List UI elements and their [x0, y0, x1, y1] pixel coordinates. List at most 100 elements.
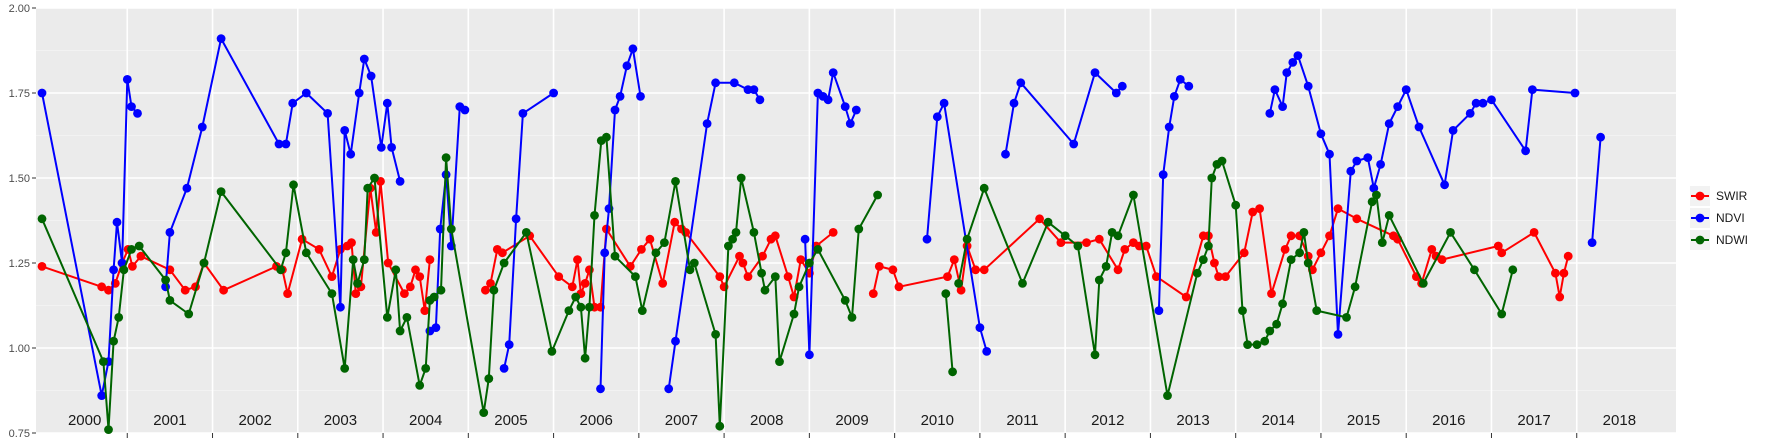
data-point-swir	[670, 217, 680, 227]
year-label: 2006	[580, 412, 613, 429]
data-point-ndvi	[702, 119, 712, 128]
y-axis: 0.75 1.00 1.25 1.50 1.75 2.00	[9, 3, 1578, 440]
year-label: 2002	[238, 412, 271, 429]
data-point-ndvi	[1570, 88, 1580, 98]
data-point-ndvi	[97, 391, 107, 400]
data-point-ndvi	[805, 350, 814, 360]
data-point-ndvi	[1528, 85, 1537, 94]
data-point-ndvi	[1270, 85, 1280, 94]
data-point-ndvi	[504, 340, 514, 349]
data-point-ndwi	[340, 364, 350, 373]
data-point-ndvi	[1303, 81, 1313, 91]
data-point-ndwi	[941, 289, 951, 298]
year-label: 2005	[494, 412, 527, 429]
data-point-ndwi	[199, 258, 209, 268]
data-point-ndvi	[354, 88, 364, 98]
data-point-swir	[97, 282, 107, 292]
data-point-ndwi	[728, 234, 737, 244]
data-point-swir	[1120, 245, 1130, 254]
data-point-ndvi	[596, 384, 605, 394]
data-point-ndwi	[689, 258, 699, 268]
data-point-ndvi	[1471, 98, 1481, 108]
data-point-ndwi	[1312, 306, 1322, 315]
data-point-ndvi	[117, 258, 127, 268]
data-point-swir	[498, 248, 507, 258]
data-point-ndwi	[711, 330, 720, 339]
data-point-ndwi	[979, 183, 989, 193]
data-point-swir	[425, 255, 435, 264]
data-point-swir	[874, 262, 884, 271]
data-point-swir	[1493, 241, 1503, 251]
data-point-ndvi	[1521, 146, 1530, 156]
data-point-ndwi	[1060, 231, 1070, 241]
data-point-swir	[314, 245, 324, 254]
data-point-swir	[1280, 245, 1290, 254]
data-point-swir	[868, 289, 878, 298]
data-point-ndwi	[1260, 336, 1270, 346]
data-point-ndwi	[1299, 228, 1309, 237]
data-point-swir	[136, 251, 146, 261]
data-point-swir	[956, 285, 966, 295]
data-point-ndvi	[122, 75, 132, 84]
data-point-swir	[554, 272, 564, 281]
data-point-ndwi	[359, 255, 369, 264]
data-point-swir	[796, 255, 806, 264]
data-point-ndvi	[323, 109, 332, 118]
data-point-ndwi	[184, 309, 194, 319]
data-point-ndwi	[441, 153, 451, 163]
data-point-ndwi	[109, 336, 118, 346]
data-point-ndwi	[794, 282, 804, 292]
year-label: 2004	[409, 412, 442, 429]
data-point-ndwi	[484, 374, 494, 383]
data-point-swir	[1094, 234, 1104, 244]
data-point-ndwi	[576, 302, 586, 312]
data-point-ndwi	[1090, 350, 1100, 360]
data-point-ndvi	[1478, 98, 1488, 108]
data-point-ndvi	[711, 78, 720, 88]
data-point-ndvi	[133, 109, 142, 118]
data-point-ndvi	[112, 217, 122, 227]
data-point-ndvi	[600, 248, 610, 258]
data-point-swir	[219, 285, 229, 295]
data-point-ndwi	[580, 353, 590, 363]
data-point-ndvi	[1278, 102, 1287, 111]
data-point-ndwi	[775, 357, 784, 366]
data-point-ndvi	[845, 119, 855, 128]
data-point-ndvi	[636, 92, 645, 101]
data-point-swir	[1427, 245, 1437, 254]
series-ndwi	[37, 132, 1518, 434]
data-point-ndvi	[1158, 170, 1168, 180]
year-label: 2007	[665, 412, 698, 429]
data-point-ndwi	[1129, 190, 1138, 200]
data-point-ndvi	[127, 102, 136, 111]
data-point-swir	[1141, 241, 1151, 251]
data-point-swir	[1333, 204, 1343, 214]
data-point-ndwi	[1073, 241, 1083, 251]
data-point-swir	[770, 231, 780, 241]
data-point-ndwi	[415, 381, 425, 390]
series-line-ndwi	[41, 136, 879, 431]
data-point-ndvi	[1376, 160, 1385, 169]
data-point-ndvi	[359, 54, 369, 64]
data-point-ndwi	[637, 306, 647, 315]
data-point-ndvi	[1016, 78, 1026, 88]
data-point-ndwi	[547, 347, 557, 356]
legend-key-point-ndvi	[1695, 213, 1705, 223]
data-point-ndvi	[395, 177, 405, 186]
year-label: 2014	[1262, 412, 1295, 429]
y-tick-label: 1.00	[9, 343, 30, 355]
data-point-swir	[1316, 248, 1326, 258]
data-point-swir	[715, 272, 725, 281]
data-point-ndwi	[521, 228, 531, 237]
data-point-ndvi	[216, 34, 226, 43]
data-point-ndwi	[1043, 217, 1053, 227]
data-point-swir	[573, 255, 582, 264]
data-point-ndvi	[840, 102, 850, 111]
data-point-swir	[1214, 272, 1223, 281]
data-point-ndvi	[511, 214, 521, 224]
data-point-swir	[1035, 214, 1044, 224]
data-point-ndwi	[1384, 211, 1394, 220]
data-point-ndwi	[736, 173, 746, 183]
data-point-ndwi	[840, 296, 850, 305]
data-point-ndvi	[37, 88, 47, 98]
